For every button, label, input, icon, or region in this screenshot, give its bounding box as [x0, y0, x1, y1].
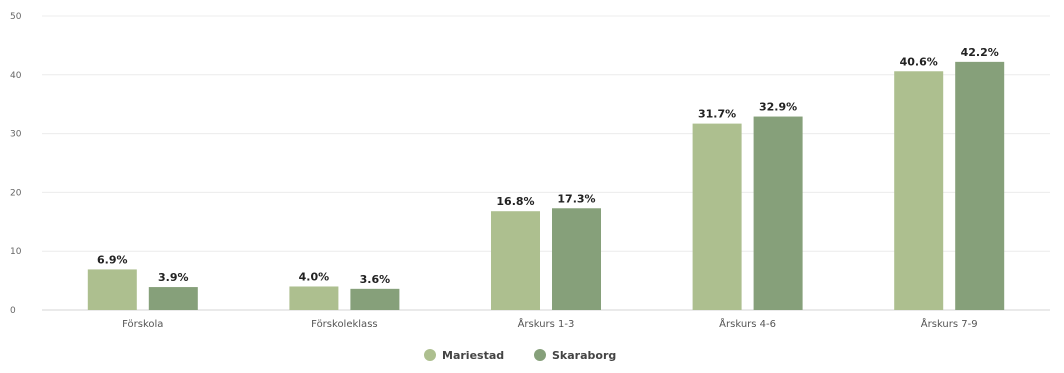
- bar-mariestad-4[interactable]: [894, 71, 944, 310]
- y-tick-label: 0: [10, 306, 16, 316]
- data-label: 6.9%: [97, 253, 128, 266]
- bars: [87, 61, 1005, 310]
- bar-skaraborg-2[interactable]: [552, 208, 601, 310]
- legend-swatch: [534, 349, 546, 361]
- y-axis-ticks: 0 10 20 30 40 50: [10, 12, 22, 316]
- legend-label: Mariestad: [442, 349, 504, 362]
- x-category-label: Årskurs 1-3: [518, 317, 575, 330]
- data-label: 16.8%: [496, 195, 534, 208]
- data-label: 40.6%: [900, 55, 938, 68]
- y-tick-label: 40: [10, 71, 22, 81]
- bar-mariestad-2[interactable]: [491, 211, 540, 310]
- bar-skaraborg-3[interactable]: [753, 116, 803, 310]
- y-tick-label: 20: [10, 188, 22, 198]
- gridlines: [42, 15, 1050, 311]
- bar-mariestad-3[interactable]: [692, 123, 742, 310]
- bar-skaraborg-1[interactable]: [350, 288, 400, 310]
- legend-item-skaraborg[interactable]: Skaraborg: [534, 349, 616, 362]
- data-label: 3.6%: [360, 273, 391, 286]
- x-axis-categories: Förskola Förskoleklass Årskurs 1-3 Årskurs …: [122, 317, 977, 330]
- legend-label: Skaraborg: [552, 349, 616, 362]
- bar-skaraborg-4[interactable]: [955, 61, 1005, 310]
- legend-swatch: [424, 349, 436, 361]
- bar-skaraborg-0[interactable]: [148, 287, 198, 310]
- data-label: 31.7%: [698, 108, 736, 121]
- data-label: 32.9%: [759, 101, 797, 114]
- data-label: 17.3%: [557, 192, 595, 205]
- y-tick-label: 10: [10, 247, 22, 257]
- y-tick-label: 30: [10, 130, 22, 140]
- legend-item-mariestad[interactable]: Mariestad: [424, 349, 504, 362]
- legend[interactable]: Mariestad Skaraborg: [424, 349, 616, 362]
- data-label: 4.0%: [299, 270, 330, 283]
- bar-mariestad-1[interactable]: [289, 286, 339, 310]
- x-category-label: Årskurs 4-6: [719, 317, 776, 330]
- data-label: 3.9%: [158, 271, 189, 284]
- data-label: 42.2%: [961, 46, 999, 59]
- bar-mariestad-0[interactable]: [87, 269, 137, 310]
- x-category-label: Förskola: [122, 319, 163, 330]
- x-category-label: Årskurs 7-9: [921, 317, 978, 330]
- y-tick-label: 50: [10, 12, 22, 22]
- data-labels: 6.9% 3.9% 4.0% 3.6% 16.8% 17.3% 31.7% 32.9% 40.6…: [97, 46, 999, 286]
- x-category-label: Förskoleklass: [311, 319, 377, 330]
